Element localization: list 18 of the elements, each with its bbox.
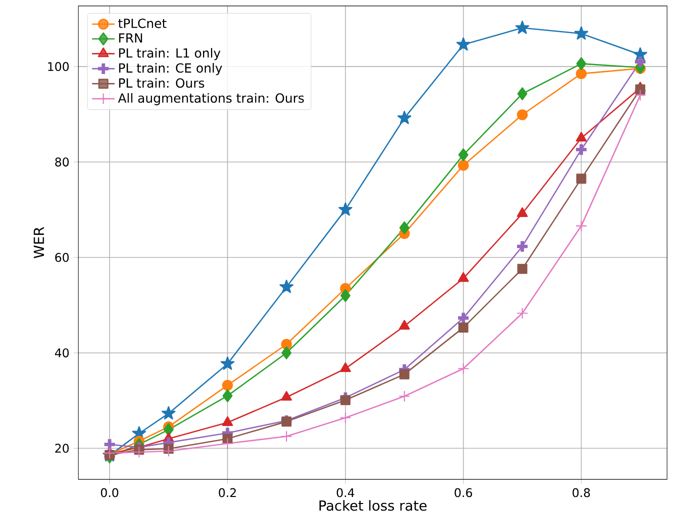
legend-label: PL train: Ours [119,78,204,88]
x-tick-label: 0.8 [572,488,590,498]
y-axis-title: WER [34,226,44,258]
y-tick-label: 40 [54,348,69,358]
x-tick-label: 0.0 [100,488,118,498]
legend-label: PL train: L1 only [119,48,220,60]
x-tick-label: 0.4 [336,488,354,498]
legend-label: All augmentations train: Ours [118,93,304,106]
y-tick-label: 60 [55,252,69,262]
legend-label: PL train: CE only [119,63,222,76]
legend-label: tPLCnet [118,18,166,28]
x-axis-title: Packet loss rate [320,500,427,511]
x-tick-label: 0.6 [454,488,472,498]
y-tick-label: 100 [48,62,69,72]
y-tick-label: 80 [55,157,69,166]
y-tick-label: 20 [55,444,69,453]
legend-label: FRN [119,33,142,43]
x-tick-label: 0.2 [218,488,236,498]
